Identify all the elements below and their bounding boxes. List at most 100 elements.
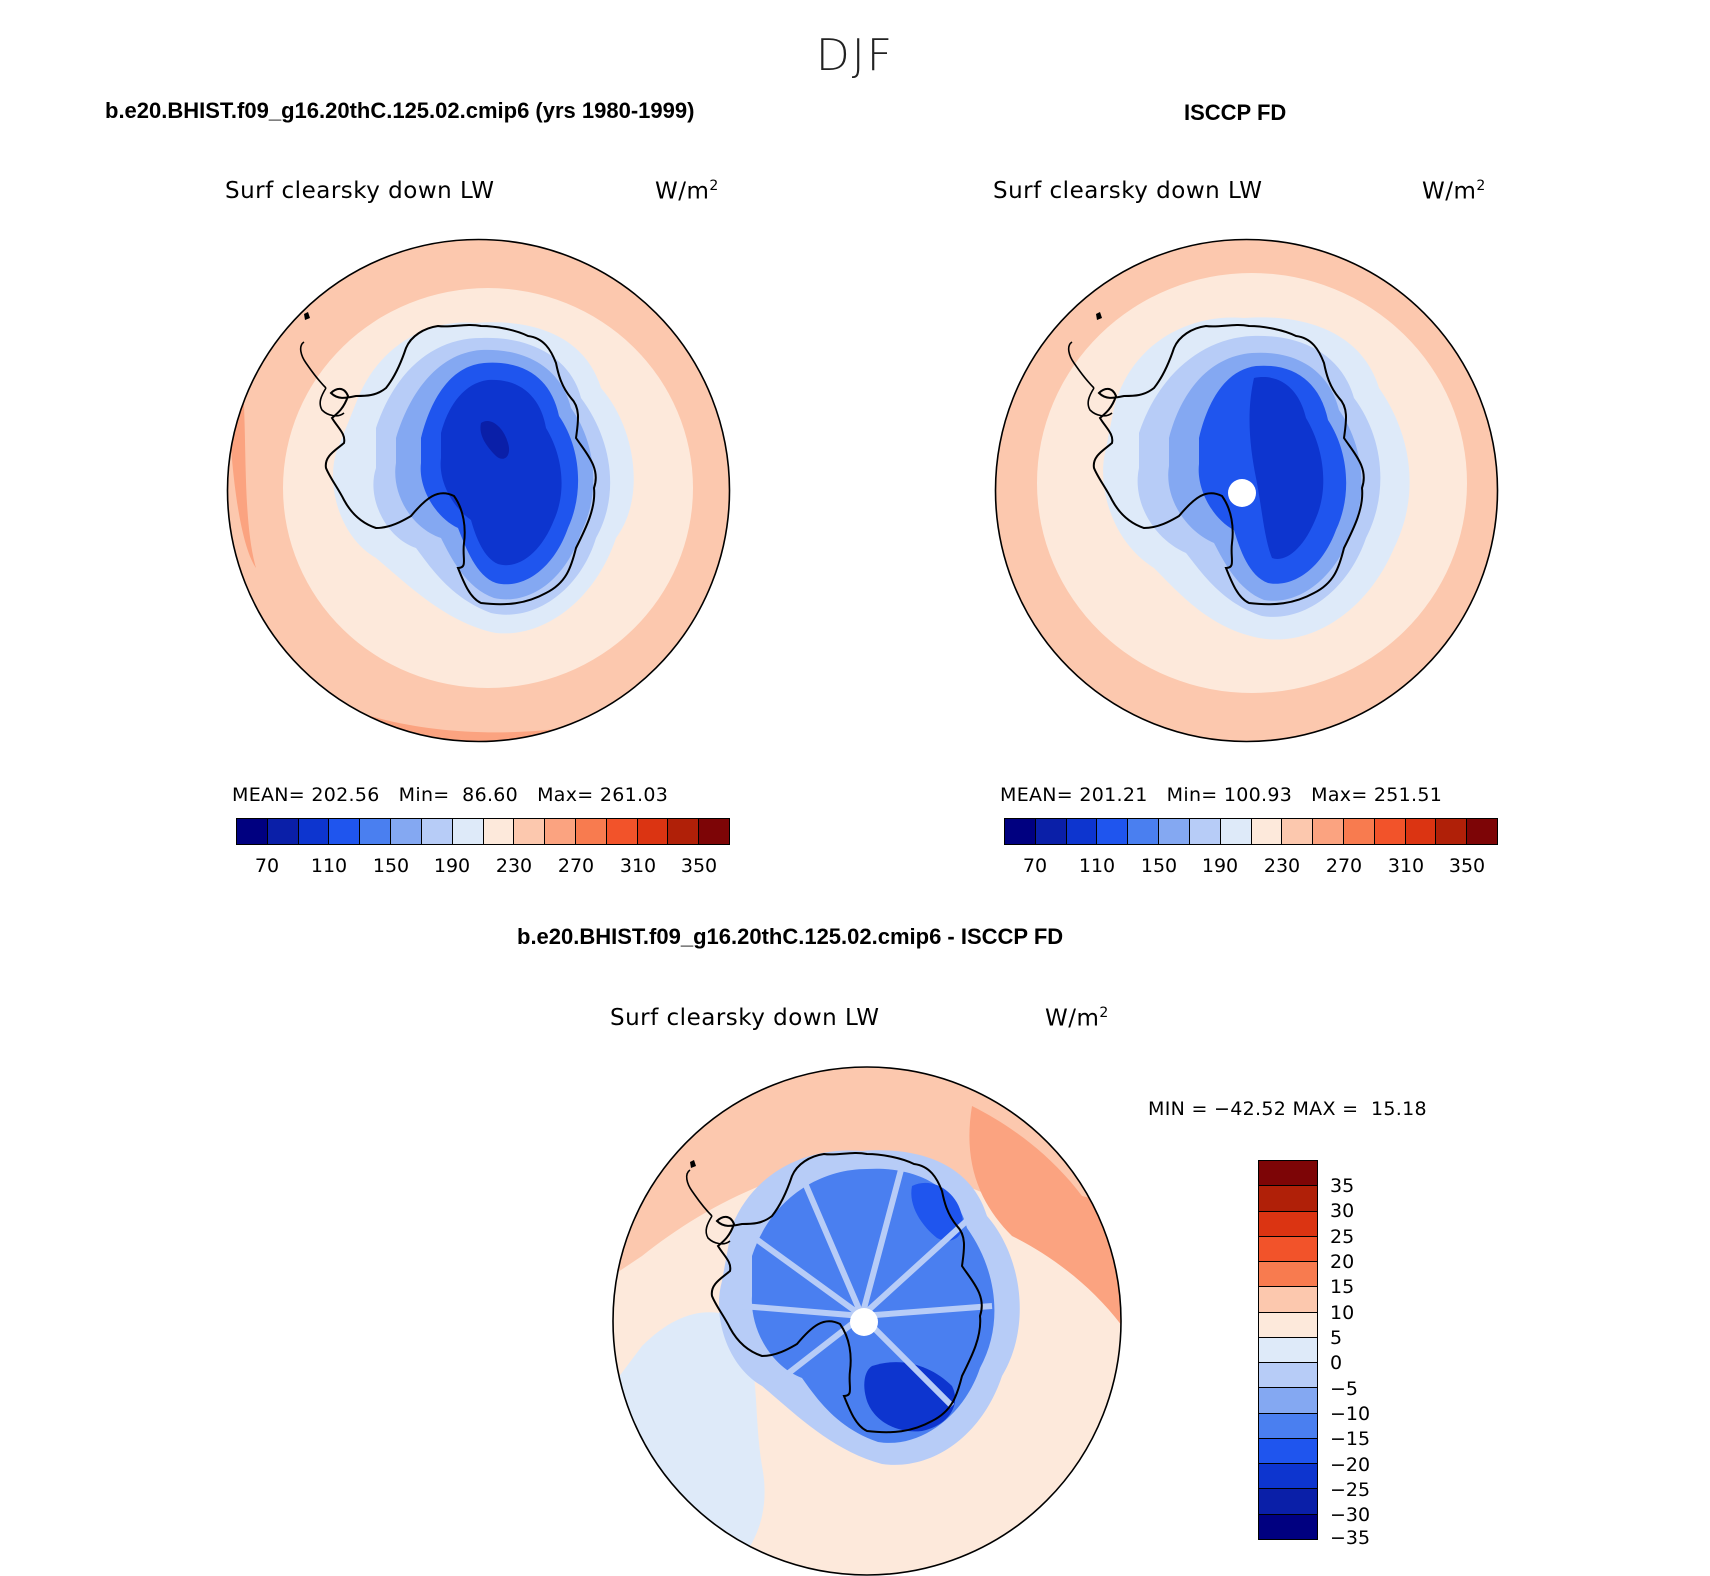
- map-model-border: [226, 238, 731, 743]
- cbar-seg: [452, 819, 484, 844]
- cbar-seg: [606, 819, 638, 844]
- cbar-seg: [1159, 819, 1190, 844]
- cbar-tick: −35: [1330, 1527, 1371, 1549]
- colorbar-obs: [1004, 818, 1498, 845]
- cbar-tick: 30: [1330, 1200, 1355, 1222]
- panel-diff-variable: Surf clearsky down LW: [610, 1005, 880, 1031]
- cbar-seg: [1259, 1413, 1317, 1439]
- cbar-seg: [1374, 819, 1406, 844]
- cbar-seg: [1189, 819, 1221, 844]
- cbar-tick: 190: [1201, 855, 1239, 877]
- cbar-tick: 150: [1140, 855, 1178, 877]
- cbar-seg: [637, 819, 669, 844]
- colorbar-model: [236, 818, 730, 845]
- cbar-seg: [1313, 819, 1344, 844]
- cbar-tick: 110: [310, 855, 348, 877]
- map-diff: [612, 1066, 1122, 1576]
- panel-model-units: W/m2: [655, 178, 719, 205]
- cbar-tick: 310: [1387, 855, 1425, 877]
- cbar-tick: −10: [1330, 1403, 1371, 1425]
- panel-obs-units-base: W/m: [1422, 178, 1477, 205]
- cbar-seg: [1259, 1438, 1317, 1465]
- island: [304, 312, 310, 320]
- cbar-tick: 15: [1330, 1276, 1355, 1298]
- panel-model-units-base: W/m: [655, 178, 710, 205]
- cbar-seg: [1220, 819, 1252, 844]
- cbar-seg: [1259, 1312, 1317, 1338]
- cbar-seg: [1259, 1211, 1317, 1237]
- panel-diff-units-sup: 2: [1099, 1005, 1109, 1021]
- cbar-seg: [1005, 819, 1036, 844]
- panel-model-stats: MEAN= 202.56 Min= 86.60 Max= 261.03: [232, 784, 669, 806]
- panel-model-units-sup: 2: [709, 178, 719, 194]
- cbar-seg: [483, 819, 515, 844]
- coastline: [710, 1152, 983, 1434]
- cbar-tick: −5: [1330, 1378, 1359, 1400]
- panel-diff-stats: MIN = −42.52 MAX = 15.18: [1148, 1098, 1427, 1120]
- cbar-seg: [1259, 1287, 1317, 1313]
- panel-diff-units: W/m2: [1045, 1005, 1109, 1032]
- panel-diff-units-base: W/m: [1045, 1005, 1100, 1032]
- cbar-seg: [1259, 1489, 1317, 1515]
- cbar-tick: 270: [1325, 855, 1363, 877]
- cbar-tick: −15: [1330, 1428, 1371, 1450]
- figure-title: DJF: [815, 30, 895, 81]
- panel-obs-title: ISCCP FD: [1184, 100, 1287, 125]
- cbar-seg: [1467, 819, 1497, 844]
- cbar-tick: 310: [619, 855, 657, 877]
- cbar-seg: [1097, 819, 1129, 844]
- cbar-seg: [360, 819, 392, 844]
- cbar-seg: [1259, 1388, 1317, 1414]
- cbar-tick: 230: [495, 855, 533, 877]
- cbar-seg: [267, 819, 299, 844]
- cbar-seg: [1259, 1464, 1317, 1490]
- cbar-seg: [575, 819, 607, 844]
- cbar-tick: 110: [1078, 855, 1116, 877]
- cbar-seg: [1259, 1262, 1317, 1288]
- ice-rays: [741, 1165, 993, 1409]
- cbar-seg: [391, 819, 422, 844]
- cbar-seg: [1259, 1363, 1317, 1389]
- cbar-seg: [545, 819, 576, 844]
- peninsula-coast: [685, 1169, 731, 1245]
- cbar-seg: [329, 819, 361, 844]
- cbar-tick: −30: [1330, 1504, 1371, 1526]
- cbar-seg: [1259, 1236, 1317, 1263]
- coastline: [1092, 324, 1365, 606]
- panel-model-title: b.e20.BHIST.f09_g16.20thC.125.02.cmip6 (…: [105, 98, 695, 123]
- island: [1096, 312, 1102, 320]
- cbar-tick: 0: [1330, 1352, 1343, 1374]
- cbar-seg: [298, 819, 330, 844]
- cbar-tick: 5: [1330, 1327, 1343, 1349]
- panel-obs-stats: MEAN= 201.21 Min= 100.93 Max= 251.51: [1000, 784, 1443, 806]
- map-model: [226, 238, 731, 743]
- cbar-seg: [237, 819, 268, 844]
- panel-obs-units: W/m2: [1422, 178, 1486, 205]
- cbar-tick: 150: [372, 855, 410, 877]
- cbar-seg: [699, 819, 729, 844]
- cbar-tick: 350: [1448, 855, 1486, 877]
- ice-core: [480, 420, 510, 459]
- cbar-seg: [1405, 819, 1437, 844]
- ice-deeper: [1249, 377, 1324, 559]
- cbar-tick: 270: [557, 855, 595, 877]
- ice-deep2: [911, 1182, 963, 1241]
- cbar-seg: [421, 819, 453, 844]
- pole-hole: [1228, 479, 1256, 507]
- positive-strong: [969, 1106, 1121, 1326]
- map-obs-border: [994, 238, 1499, 743]
- cbar-seg: [1259, 1514, 1317, 1539]
- cbar-seg: [1066, 819, 1098, 844]
- cbar-seg: [1282, 819, 1314, 844]
- cbar-tick: −20: [1330, 1454, 1371, 1476]
- colorbar-diff: [1258, 1160, 1318, 1540]
- peninsula-coast: [299, 341, 345, 417]
- pole-hole: [850, 1308, 878, 1336]
- coastline: [324, 324, 597, 606]
- cbar-seg: [1343, 819, 1375, 844]
- cbar-tick: −25: [1330, 1479, 1371, 1501]
- panel-diff-title: b.e20.BHIST.f09_g16.20thC.125.02.cmip6 -…: [517, 924, 1064, 949]
- cbar-seg: [1128, 819, 1160, 844]
- panel-obs-units-sup: 2: [1476, 178, 1486, 194]
- panel-obs-variable: Surf clearsky down LW: [993, 178, 1263, 204]
